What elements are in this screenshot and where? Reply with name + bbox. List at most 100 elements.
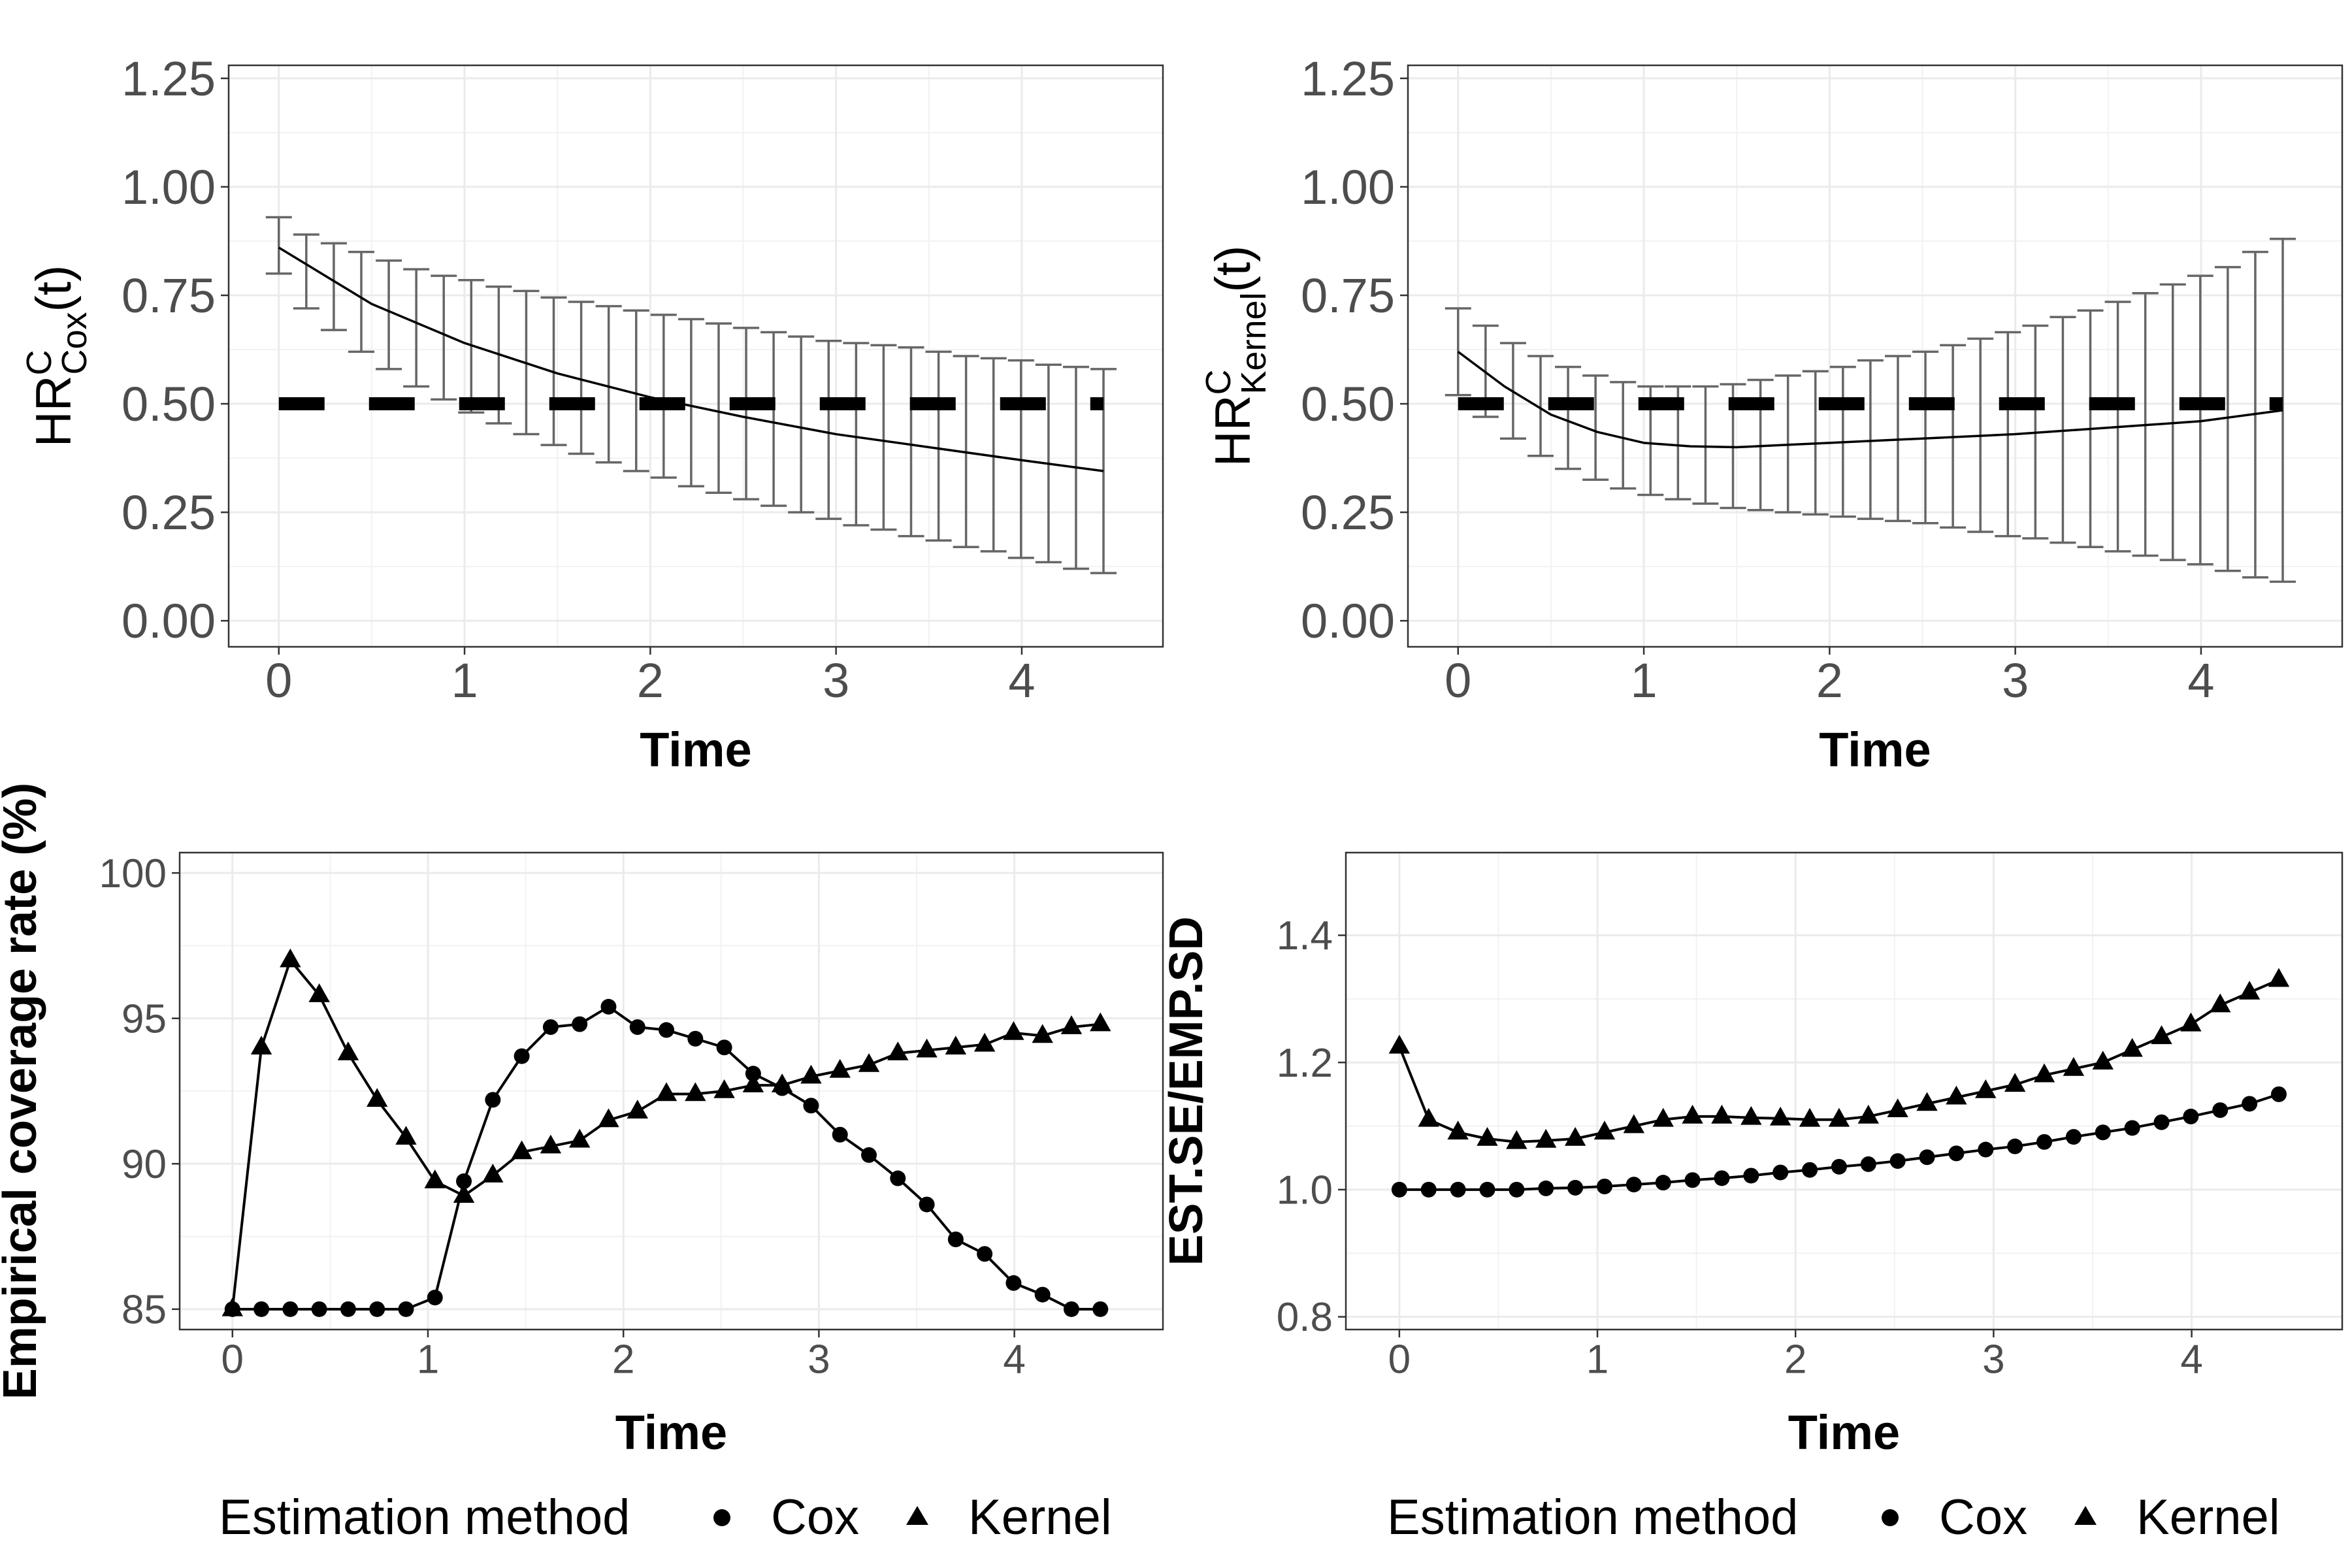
point-cox xyxy=(340,1301,356,1317)
point-cox xyxy=(1978,1141,1994,1158)
point-cox xyxy=(2036,1134,2053,1150)
plot-area xyxy=(1408,65,2342,647)
panel-p1: 0 1 2 3 4 0.00 0.25 0.50 0.75 1.00 1.25 Time HRCCox(… xyxy=(20,52,1164,777)
point-kernel xyxy=(973,1032,996,1052)
point-kernel xyxy=(1828,1107,1850,1127)
y-tick-label: 0.00 xyxy=(1301,594,1395,648)
point-kernel xyxy=(1564,1127,1586,1146)
point-kernel xyxy=(1916,1092,1938,1111)
point-kernel xyxy=(511,1140,532,1160)
point-cox xyxy=(600,998,617,1015)
point-kernel xyxy=(742,1073,764,1092)
point-kernel xyxy=(1799,1107,1821,1127)
point-cox xyxy=(2095,1124,2111,1141)
point-kernel xyxy=(1593,1120,1616,1140)
point-cox xyxy=(1538,1180,1554,1196)
point-cox xyxy=(572,1016,588,1032)
point-cox xyxy=(803,1098,819,1114)
point-kernel xyxy=(887,1041,909,1060)
x-tick-label: 0 xyxy=(1445,653,1471,708)
point-kernel xyxy=(540,1134,562,1154)
point-cox xyxy=(1420,1181,1437,1198)
x-axis-title: Time xyxy=(640,723,751,777)
legend-cox-marker xyxy=(1882,1509,1899,1526)
point-kernel xyxy=(800,1064,822,1084)
y-tick-label: 0.25 xyxy=(1301,485,1395,540)
point-kernel xyxy=(1711,1104,1733,1124)
point-kernel xyxy=(221,1297,243,1316)
x-tick-label: 1 xyxy=(1630,653,1657,708)
y-tick-label: 0.75 xyxy=(1301,269,1395,323)
point-cox xyxy=(485,1092,501,1108)
panel-p2: 0 1 2 3 4 0.00 0.25 0.50 0.75 1.00 1.25 Time HRCKern… xyxy=(1199,52,2344,777)
point-kernel xyxy=(395,1126,417,1145)
point-kernel xyxy=(1003,1021,1024,1040)
plot-area xyxy=(229,65,1163,647)
legend-kernel-marker xyxy=(2074,1506,2097,1525)
legend-title: Estimation method xyxy=(219,1490,630,1545)
y-axis-title-tail: (t) xyxy=(1205,246,1261,293)
x-tick-label: 0 xyxy=(1388,1337,1411,1382)
point-cox xyxy=(2183,1108,2199,1124)
x-tick-label: 2 xyxy=(1784,1337,1806,1382)
point-kernel xyxy=(2210,993,2231,1013)
point-cox xyxy=(2153,1114,2170,1130)
y-tick-label: 85 xyxy=(122,1288,167,1333)
point-kernel xyxy=(598,1108,619,1128)
point-cox xyxy=(1860,1156,1876,1172)
point-kernel xyxy=(1652,1107,1674,1127)
x-tick-label: 4 xyxy=(2187,653,2214,708)
x-tick-label: 0 xyxy=(265,653,292,708)
point-kernel xyxy=(1418,1107,1439,1127)
point-kernel xyxy=(1388,1034,1411,1054)
point-kernel xyxy=(2033,1063,2055,1083)
y-tick-label: 0.50 xyxy=(122,377,216,431)
y-tick-label: 0.75 xyxy=(122,269,216,323)
legend-kernel-label: Kernel xyxy=(968,1490,1112,1545)
x-tick-label: 2 xyxy=(1816,653,1843,708)
x-tick-label: 4 xyxy=(1003,1337,1025,1382)
estimate-curve xyxy=(278,246,1104,472)
estimate-curve xyxy=(1457,350,2283,449)
y-tick-label: 1.0 xyxy=(1277,1168,1333,1213)
point-kernel xyxy=(1769,1106,1791,1126)
point-cox xyxy=(1450,1181,1466,1198)
panel-p4: 0 1 2 3 4 0.8 1.0 1.2 1.4 Time EST.SE/EMP.SD xyxy=(1160,851,2344,1460)
legend-cox-marker xyxy=(713,1509,730,1526)
point-kernel xyxy=(858,1053,880,1072)
x-axis-title: Time xyxy=(1819,723,1931,777)
panel-p3: 0 1 2 3 4 85 90 95 100 Time Empirical coverage rat… xyxy=(0,783,1164,1460)
point-cox xyxy=(1391,1181,1407,1198)
x-tick-label: 2 xyxy=(637,653,664,708)
point-cox xyxy=(456,1173,472,1189)
point-cox xyxy=(977,1246,993,1262)
y-tick-label: 90 xyxy=(122,1142,167,1187)
x-tick-label: 1 xyxy=(451,653,478,708)
x-tick-label: 3 xyxy=(2002,653,2029,708)
point-cox xyxy=(832,1126,848,1143)
point-cox xyxy=(2007,1138,2023,1154)
y-tick-label: 100 xyxy=(99,851,167,896)
point-cox xyxy=(311,1301,327,1317)
point-kernel xyxy=(250,1036,272,1055)
point-kernel xyxy=(1946,1085,1967,1105)
panel-border xyxy=(1407,64,2344,648)
x-tick-label: 3 xyxy=(823,653,849,708)
x-tick-label: 2 xyxy=(612,1337,634,1382)
y-tick-label: 0.25 xyxy=(122,485,216,540)
point-kernel xyxy=(2121,1037,2143,1057)
point-kernel xyxy=(829,1058,851,1078)
x-tick-label: 1 xyxy=(1586,1337,1609,1382)
point-kernel xyxy=(453,1184,475,1203)
y-axis-title-sub: Cox xyxy=(55,312,94,374)
y-tick-label: 1.2 xyxy=(1277,1041,1333,1086)
point-cox xyxy=(1802,1162,1818,1178)
legend-cox-label: Cox xyxy=(1939,1490,2027,1545)
point-cox xyxy=(1919,1149,1935,1166)
y-tick-label: 1.00 xyxy=(122,160,216,214)
legend-cox-label: Cox xyxy=(771,1490,859,1545)
point-cox xyxy=(1063,1301,1079,1317)
point-cox xyxy=(1509,1181,1525,1198)
point-cox xyxy=(2270,1086,2287,1102)
x-tick-label: 0 xyxy=(221,1337,244,1382)
